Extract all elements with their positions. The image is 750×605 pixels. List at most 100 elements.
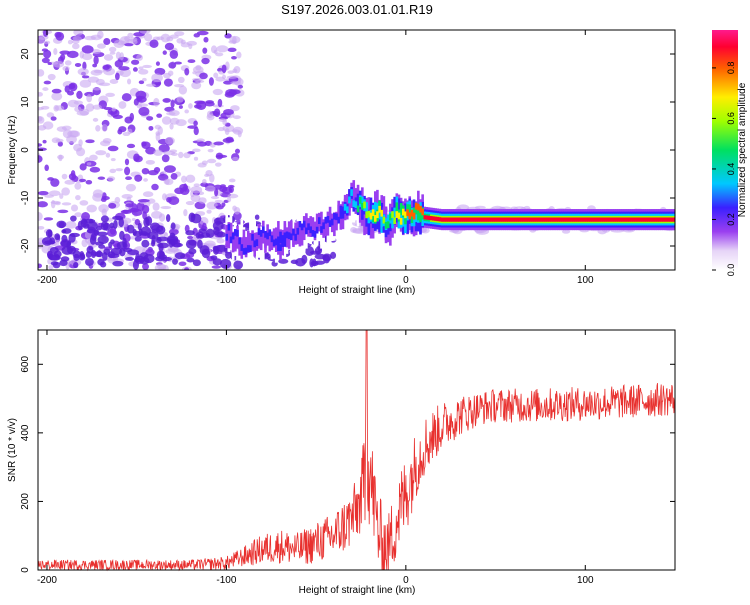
- heatmap-cell: [233, 66, 241, 74]
- heatmap-cell: [664, 217, 668, 222]
- heatmap-cell: [213, 72, 219, 79]
- heatmap-cell: [410, 209, 414, 217]
- heatmap-cell: [131, 217, 136, 222]
- heatmap-cell: [227, 47, 237, 53]
- heatmap-cell: [86, 94, 93, 103]
- heatmap-cell: [466, 217, 470, 222]
- heatmap-cell: [173, 83, 185, 88]
- heatmap-cell: [569, 217, 573, 222]
- heatmap-cell: [376, 211, 379, 219]
- heatmap-cell: [81, 45, 94, 54]
- heatmap-cell: [101, 124, 108, 132]
- heatmap-cell: [122, 209, 129, 214]
- heatmap-cell: [100, 197, 107, 202]
- colorbar-label: Normalized spectral amplitude: [737, 82, 748, 217]
- heatmap-cell: [163, 165, 176, 173]
- heatmap-cell: [238, 237, 241, 245]
- heatmap-cell: [79, 79, 92, 88]
- heatmap-cell: [134, 258, 143, 263]
- heatmap-cell: [587, 217, 590, 222]
- heatmap-cell: [138, 106, 150, 116]
- heatmap-cell: [190, 194, 201, 203]
- heatmap-cell: [158, 144, 170, 153]
- heatmap-cell: [643, 217, 646, 222]
- heatmap-cell: [447, 217, 450, 222]
- heatmap-cell: [345, 206, 349, 214]
- heatmap-cell: [45, 229, 53, 238]
- heatmap-cell: [192, 148, 201, 153]
- heatmap-cell: [410, 211, 414, 223]
- heatmap-cell: [67, 130, 79, 138]
- heatmap-cell: [417, 208, 420, 221]
- heatmap-cell: [167, 235, 179, 243]
- heatmap-cell: [103, 248, 111, 255]
- heatmap-cell: [81, 52, 93, 61]
- heatmap-cell: [152, 202, 160, 211]
- heatmap-cell: [615, 217, 618, 222]
- heatmap-cell: [111, 107, 116, 112]
- heatmap-cell: [292, 233, 295, 246]
- heatmap-cell: [64, 85, 70, 93]
- heatmap-cell: [54, 233, 61, 241]
- heatmap-cell: [92, 87, 102, 91]
- heatmap-cell: [561, 217, 564, 222]
- snr-y-ticks: 0 200 400 600: [20, 356, 675, 573]
- heatmap-cell: [78, 178, 87, 183]
- heatmap-cell: [597, 217, 601, 222]
- heatmap-cell: [277, 239, 280, 251]
- heatmap-cell: [423, 215, 427, 220]
- heatmap-cell: [138, 80, 145, 85]
- heatmap-cell: [311, 217, 315, 230]
- heatmap-cell: [132, 67, 138, 72]
- heatmap-cell: [198, 197, 207, 204]
- heatmap-cell: [89, 166, 101, 173]
- heatmap-cell: [201, 248, 211, 259]
- heatmap-cell: [253, 237, 257, 257]
- heatmap-cell: [302, 228, 306, 241]
- heatmap-cell: [129, 236, 136, 240]
- heatmap-cell: [236, 229, 239, 237]
- heatmap-cell: [146, 198, 156, 204]
- heatmap-cell: [99, 140, 111, 147]
- x-tick-label: -100: [216, 575, 236, 586]
- heatmap-cell: [134, 236, 142, 242]
- heatmap-cell: [67, 99, 79, 108]
- heatmap-cell: [119, 68, 131, 78]
- heatmap-cell: [223, 80, 233, 85]
- heatmap-cell: [92, 104, 102, 110]
- heatmap-cell: [217, 98, 223, 108]
- heatmap-cell: [214, 199, 223, 204]
- heatmap-cell: [464, 217, 468, 222]
- heatmap-cell: [442, 217, 446, 222]
- heatmap-cell: [86, 162, 92, 166]
- heatmap-cell: [201, 57, 210, 65]
- heatmap-cell: [164, 42, 175, 51]
- heatmap-cell: [44, 164, 49, 172]
- heatmap-cell: [95, 150, 107, 156]
- heatmap-cell: [492, 217, 496, 222]
- heatmap-cell: [412, 212, 416, 220]
- heatmap-cell: [254, 214, 260, 220]
- heatmap-cell: [557, 217, 560, 222]
- colorbar-gradient: [712, 30, 738, 270]
- heatmap-cell: [196, 138, 205, 143]
- colorbar-tick-label: 0.4: [726, 163, 736, 176]
- heatmap-cell: [109, 79, 119, 84]
- heatmap-cell: [501, 217, 504, 222]
- heatmap-cell: [163, 72, 171, 79]
- heatmap-cell: [38, 92, 43, 97]
- heatmap-cell: [438, 217, 442, 222]
- heatmap-cell: [279, 244, 282, 251]
- heatmap-cell: [193, 120, 198, 126]
- heatmap-cell: [234, 239, 237, 252]
- heatmap-cell: [224, 128, 230, 135]
- y-tick-label: 10: [20, 96, 31, 108]
- heatmap-cell: [274, 227, 278, 247]
- heatmap-cell: [253, 240, 257, 248]
- heatmap-cell: [298, 220, 302, 228]
- heatmap-cell: [451, 217, 455, 222]
- heatmap-cell: [169, 122, 174, 130]
- heatmap-cell: [361, 196, 364, 209]
- heatmap-cell: [154, 67, 166, 76]
